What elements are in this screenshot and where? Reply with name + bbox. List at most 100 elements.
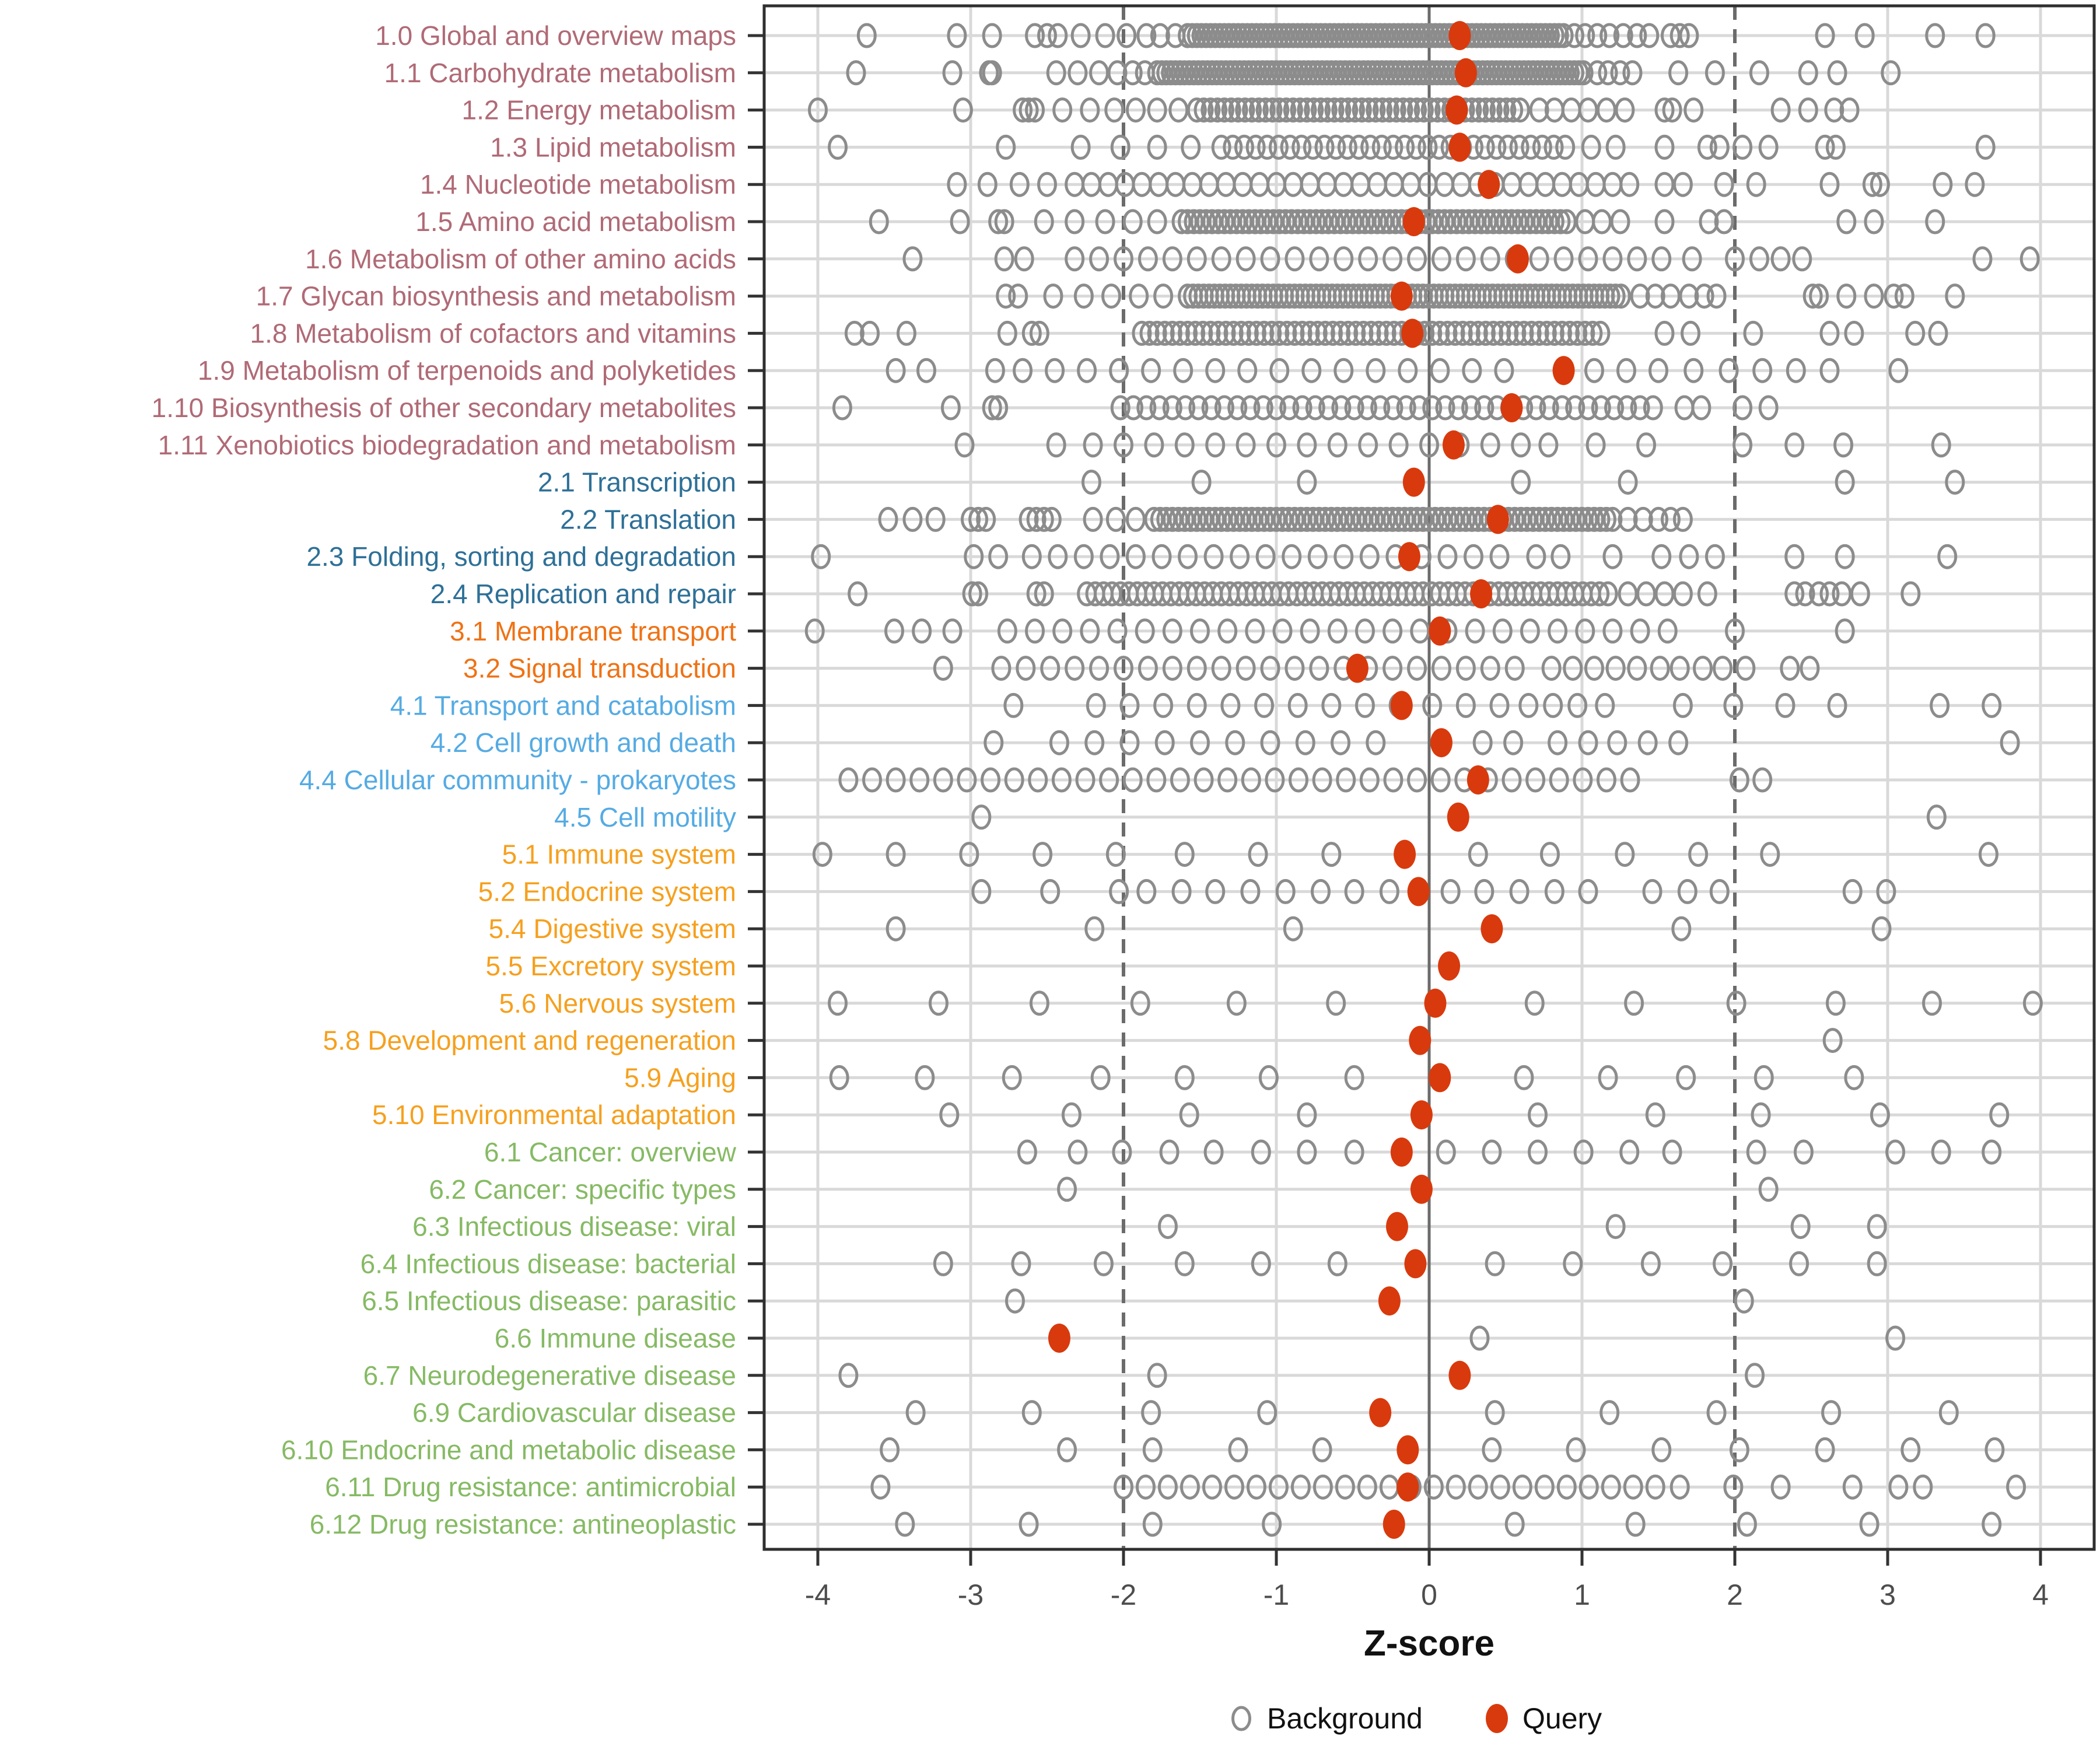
background-point — [1186, 692, 1207, 718]
background-point — [1446, 1474, 1466, 1500]
background-point — [1142, 1437, 1163, 1462]
background-point — [1871, 916, 1892, 942]
background-point — [1422, 395, 1443, 421]
background-point — [1645, 284, 1665, 309]
background-point — [1422, 692, 1443, 718]
background-point — [1105, 506, 1126, 532]
background-point — [1279, 395, 1300, 421]
background-point — [1410, 618, 1430, 644]
background-point — [1735, 656, 1756, 681]
background-point — [1269, 320, 1290, 346]
y-axis-label: 6.2 Cancer: specific types — [429, 1174, 736, 1205]
background-point — [1548, 730, 1568, 755]
background-point — [1147, 97, 1167, 123]
background-point — [1174, 1065, 1195, 1090]
background-point — [1240, 395, 1261, 421]
background-point — [1482, 1139, 1502, 1165]
query-point — [1394, 839, 1416, 869]
background-point — [1262, 1511, 1282, 1537]
background-point — [1835, 470, 1855, 495]
background-point — [1492, 618, 1513, 644]
background-point — [1867, 1251, 1887, 1276]
background-point — [1486, 134, 1507, 160]
background-point — [1359, 544, 1380, 569]
background-point — [1648, 506, 1668, 532]
background-point — [1095, 209, 1115, 235]
background-point — [862, 767, 883, 793]
background-point — [1178, 320, 1198, 346]
background-point — [1509, 134, 1530, 160]
background-point — [1326, 991, 1346, 1016]
background-point — [1016, 656, 1036, 681]
background-point — [1009, 172, 1030, 197]
background-point — [1310, 878, 1331, 904]
y-axis-label: 1.3 Lipid metabolism — [490, 132, 736, 162]
background-point — [1745, 1363, 1765, 1388]
background-point — [1011, 1251, 1031, 1276]
background-point — [988, 544, 1009, 569]
background-point — [1327, 618, 1348, 644]
background-point — [1194, 767, 1214, 793]
background-point — [1093, 1251, 1114, 1276]
background-point — [1236, 246, 1256, 272]
background-point — [1648, 358, 1668, 383]
background-point — [1297, 97, 1317, 123]
query-point — [1378, 1286, 1401, 1316]
background-point — [1284, 656, 1305, 681]
background-point — [1070, 134, 1091, 160]
background-point — [1436, 1139, 1456, 1165]
background-point — [828, 134, 848, 160]
background-point — [1057, 1177, 1077, 1202]
background-point — [1881, 60, 1901, 86]
background-point — [1627, 246, 1647, 272]
background-point — [2006, 1474, 2027, 1500]
background-point — [942, 618, 963, 644]
background-point — [1070, 23, 1091, 48]
background-point — [1395, 134, 1415, 160]
legend-query-marker-icon — [1486, 1704, 1508, 1733]
background-point — [1975, 134, 1996, 160]
query-point — [1407, 877, 1430, 907]
background-point — [1468, 842, 1488, 867]
background-point — [1226, 991, 1247, 1016]
background-point — [1353, 320, 1374, 346]
background-point — [1034, 506, 1054, 532]
query-point — [1506, 244, 1529, 274]
background-point — [1842, 1474, 1863, 1500]
background-point — [1539, 842, 1560, 867]
background-point — [1147, 209, 1167, 235]
background-point — [1624, 991, 1644, 1016]
background-point — [1815, 134, 1835, 160]
background-point — [1770, 1474, 1791, 1500]
background-point — [988, 395, 1009, 421]
background-point — [1048, 544, 1068, 569]
background-point — [1217, 767, 1238, 793]
background-point — [1985, 1437, 2005, 1462]
background-point — [1749, 60, 1769, 86]
background-point — [1555, 134, 1576, 160]
background-point — [1301, 358, 1322, 383]
background-point — [1153, 284, 1174, 309]
background-point — [1714, 209, 1734, 235]
background-point — [1723, 692, 1744, 718]
background-point — [1139, 320, 1160, 346]
background-point — [1114, 1474, 1133, 1500]
background-point — [1526, 395, 1546, 421]
background-point — [1627, 656, 1647, 681]
y-axis-label: 1.1 Carbohydrate metabolism — [384, 58, 736, 88]
background-point — [1643, 395, 1663, 421]
background-point — [1595, 692, 1615, 718]
y-axis-label: 6.12 Drug resistance: antineoplastic — [310, 1509, 736, 1539]
background-point — [1437, 544, 1458, 569]
background-point — [1376, 320, 1396, 346]
background-point — [1548, 618, 1568, 644]
background-point — [1526, 544, 1546, 569]
background-point — [1575, 618, 1595, 644]
background-point — [1132, 320, 1152, 346]
background-point — [1026, 506, 1046, 532]
y-axis-label: 6.9 Cardiovascular disease — [412, 1398, 736, 1428]
background-point — [1691, 395, 1712, 421]
background-point — [1077, 358, 1097, 383]
background-point — [1268, 134, 1289, 160]
y-axis-label: 5.9 Aging — [624, 1062, 736, 1093]
